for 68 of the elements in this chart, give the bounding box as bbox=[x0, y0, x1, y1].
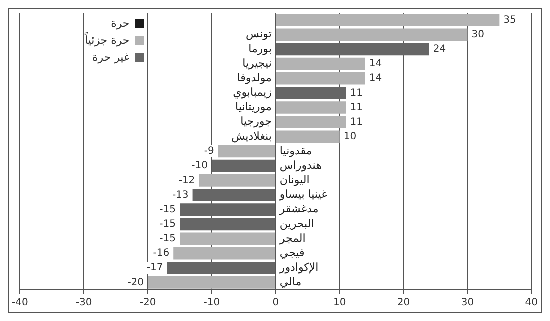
bar bbox=[199, 174, 276, 187]
data-label: -15 bbox=[160, 204, 176, 216]
x-tick-label: 20 bbox=[397, 298, 410, 309]
bar bbox=[276, 72, 366, 85]
data-label: -15 bbox=[160, 234, 176, 245]
bar bbox=[212, 160, 276, 172]
bar bbox=[276, 130, 340, 144]
x-tick-label: -20 bbox=[140, 298, 156, 309]
data-label: 11 bbox=[350, 116, 363, 128]
y-tick-label: موريتانيا bbox=[236, 100, 272, 114]
bar bbox=[276, 43, 430, 56]
data-label: 35 bbox=[504, 14, 516, 26]
bar bbox=[180, 218, 276, 231]
y-tick-label: فيجي bbox=[280, 246, 305, 260]
data-label: -17 bbox=[146, 262, 164, 274]
bar bbox=[276, 14, 500, 26]
bar bbox=[148, 276, 276, 289]
y-tick-label: نيجيريا bbox=[242, 56, 272, 70]
y-tick-label: المجر bbox=[278, 232, 306, 245]
bar bbox=[276, 116, 346, 129]
y-tick-label: اليونان bbox=[280, 174, 310, 187]
legend-label: حرة جزئياً bbox=[85, 34, 130, 47]
bar bbox=[174, 247, 276, 260]
x-tick-label: 0 bbox=[272, 298, 280, 309]
data-label: 10 bbox=[344, 132, 357, 143]
y-tick-label: بورما bbox=[248, 42, 272, 56]
y-tick-label: مقدونيا bbox=[280, 144, 312, 158]
x-tick-label: -40 bbox=[12, 298, 28, 309]
data-label: 14 bbox=[369, 73, 382, 84]
y-tick-label: مالي bbox=[280, 276, 302, 289]
data-label: -9 bbox=[204, 146, 214, 158]
x-tick-label: -10 bbox=[204, 298, 220, 309]
y-tick-label: جورجيا bbox=[240, 115, 272, 128]
bar bbox=[276, 87, 346, 100]
x-tick-label: 40 bbox=[525, 298, 538, 309]
x-tick-label: 10 bbox=[333, 298, 346, 309]
legend-label: غير حرة bbox=[92, 51, 130, 64]
bar bbox=[276, 102, 346, 114]
bar bbox=[180, 204, 276, 216]
bar bbox=[180, 232, 276, 246]
x-tick-label: -30 bbox=[76, 298, 92, 309]
data-label: -20 bbox=[128, 277, 144, 288]
bar bbox=[276, 58, 366, 70]
data-label: 14 bbox=[369, 58, 382, 70]
data-label: 11 bbox=[350, 102, 363, 114]
data-label: -15 bbox=[160, 218, 176, 230]
y-tick-label: مدغشقر bbox=[278, 202, 319, 216]
legend-label: حرة bbox=[111, 17, 130, 30]
data-label: -10 bbox=[192, 160, 208, 172]
bar bbox=[276, 28, 468, 42]
y-tick-label: الإكوادور bbox=[278, 260, 319, 274]
data-label: -13 bbox=[172, 190, 189, 201]
data-label: 30 bbox=[472, 29, 484, 40]
bar bbox=[192, 189, 276, 202]
y-tick-label: زيمبابوي bbox=[233, 86, 272, 100]
bar bbox=[218, 145, 276, 158]
bar bbox=[167, 262, 276, 274]
y-tick-label: غينيا بيساو bbox=[278, 188, 328, 202]
y-tick-label: هندوراس bbox=[280, 158, 322, 172]
data-label: -12 bbox=[178, 175, 196, 186]
data-label: 11 bbox=[350, 88, 363, 99]
y-tick-label: مولدوفا bbox=[237, 71, 272, 84]
x-tick-label: 30 bbox=[461, 298, 474, 309]
y-tick-label: بنغلاديش bbox=[232, 130, 272, 143]
data-label: -16 bbox=[153, 248, 170, 260]
y-tick-label: البحرين bbox=[280, 217, 314, 230]
y-tick-label: تونس bbox=[246, 28, 272, 41]
data-label: 24 bbox=[433, 44, 446, 56]
